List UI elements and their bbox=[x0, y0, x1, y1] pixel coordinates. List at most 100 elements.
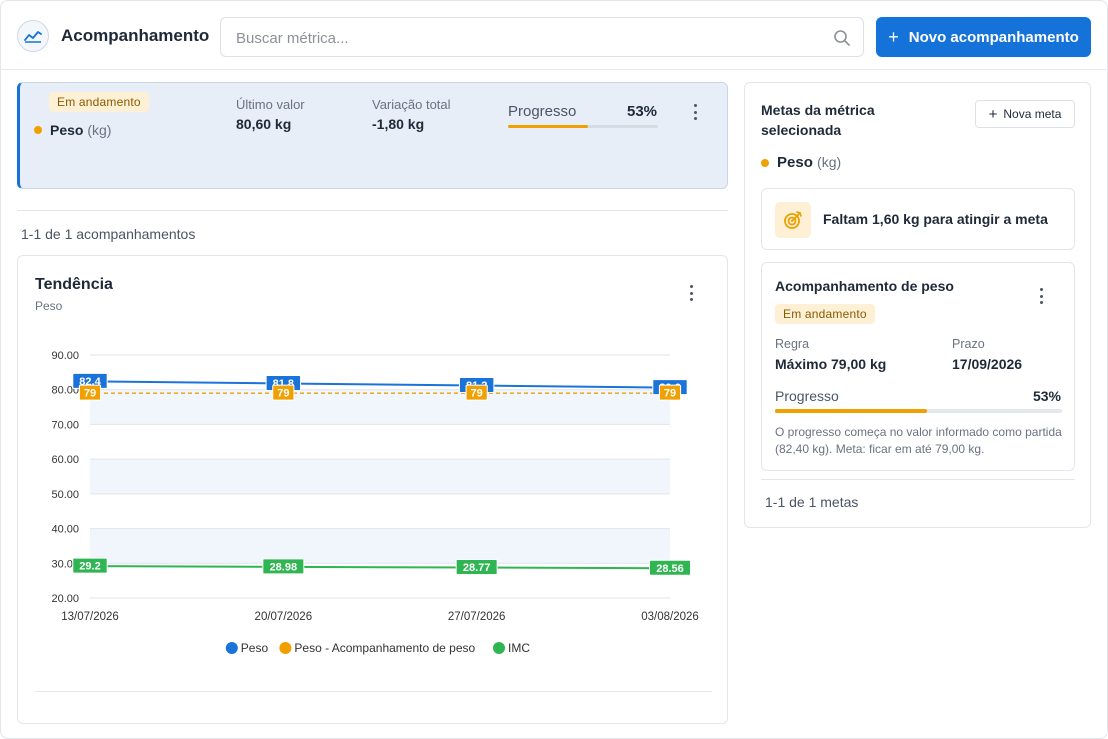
data-label: 28.56 bbox=[656, 563, 684, 575]
data-label-box bbox=[465, 384, 488, 401]
y-tick-label: 30.00 bbox=[51, 558, 79, 570]
progress-label: Progresso bbox=[775, 388, 839, 404]
data-label: 79 bbox=[84, 388, 96, 400]
new-tracking-label: Novo acompanhamento bbox=[908, 28, 1079, 46]
goal-alert: Faltam 1,60 kg para atingir a meta bbox=[761, 188, 1075, 250]
search-input[interactable] bbox=[236, 27, 816, 49]
goal-alert-text: Faltam 1,60 kg para atingir a meta bbox=[823, 211, 1048, 227]
legend-label: Peso bbox=[241, 641, 269, 655]
legend-marker bbox=[225, 642, 238, 654]
metric-name: Peso bbox=[777, 154, 813, 171]
y-tick-label: 80.00 bbox=[51, 385, 79, 397]
trend-subtitle: Peso bbox=[35, 299, 63, 313]
goal-note: O progresso começa no valor informado co… bbox=[775, 425, 1062, 456]
series-line bbox=[89, 565, 671, 570]
progress-bar bbox=[775, 409, 1062, 413]
rule-value: Máximo 79,00 kg bbox=[775, 356, 887, 372]
grid-band bbox=[90, 563, 670, 598]
grid-band bbox=[90, 493, 670, 529]
divider bbox=[761, 479, 1075, 480]
metric-name: Peso bbox=[50, 122, 84, 138]
data-label: 79 bbox=[664, 388, 676, 400]
data-label-box bbox=[272, 384, 295, 401]
tracking-metric: Peso (kg) bbox=[34, 122, 111, 138]
new-goal-button[interactable]: + Nova meta bbox=[975, 100, 1075, 128]
goals-panel: Metas da métrica selecionada + Nova meta… bbox=[744, 82, 1091, 528]
target-icon bbox=[775, 202, 811, 238]
variation-block: Variação total -1,80 kg bbox=[372, 97, 451, 132]
line-chart-icon bbox=[17, 20, 49, 52]
goals-title: Metas da métrica selecionada bbox=[761, 102, 875, 138]
data-label-box bbox=[72, 557, 108, 574]
page-title: Acompanhamento bbox=[61, 26, 210, 45]
data-label-box bbox=[649, 559, 691, 576]
goal-rule: Regra Máximo 79,00 kg bbox=[775, 337, 886, 372]
more-options-icon[interactable] bbox=[1038, 288, 1044, 304]
last-value: 80,60 kg bbox=[236, 116, 292, 132]
grid-band bbox=[90, 424, 670, 460]
header: Acompanhamento + Novo acompanhamento bbox=[0, 0, 1108, 70]
new-goal-label: Nova meta bbox=[1003, 107, 1062, 121]
x-tick-label: 03/08/2026 bbox=[641, 611, 699, 623]
goal-name: Acompanhamento de peso bbox=[775, 278, 954, 294]
status-badge: Em andamento bbox=[49, 92, 149, 112]
progress-percent: 53% bbox=[1032, 388, 1061, 404]
search-box[interactable] bbox=[220, 17, 864, 57]
goal-deadline: Prazo 17/09/2026 bbox=[952, 337, 1022, 372]
goals-metric: Peso (kg) bbox=[761, 154, 841, 171]
goal-card[interactable]: Acompanhamento de peso Em andamento Regr… bbox=[761, 262, 1075, 471]
divider bbox=[35, 691, 712, 692]
tracking-card[interactable]: Em andamento Peso (kg) Último valor 80,6… bbox=[17, 82, 728, 189]
y-tick-label: 90.00 bbox=[51, 350, 79, 362]
legend-marker bbox=[493, 642, 505, 654]
progress-bar bbox=[508, 125, 658, 128]
more-options-icon[interactable] bbox=[688, 285, 694, 301]
y-tick-label: 60.00 bbox=[51, 454, 79, 466]
status-badge: Em andamento bbox=[775, 304, 875, 324]
trend-title: Tendência bbox=[35, 276, 113, 293]
progress-percent: 53% bbox=[627, 103, 658, 120]
data-label-box bbox=[658, 384, 682, 401]
data-label: 28.98 bbox=[270, 561, 298, 573]
metric-dot-icon bbox=[34, 126, 42, 134]
x-tick-label: 27/07/2026 bbox=[448, 611, 506, 623]
progress-bar-fill bbox=[508, 125, 588, 128]
grid-band bbox=[90, 389, 670, 425]
plus-icon: + bbox=[988, 105, 998, 123]
data-label-box bbox=[78, 384, 102, 401]
y-tick-label: 40.00 bbox=[51, 524, 79, 536]
x-tick-label: 13/07/2026 bbox=[61, 611, 119, 623]
legend-label: Peso - Acompanhamento de peso bbox=[294, 641, 475, 655]
data-label-box bbox=[455, 559, 498, 576]
grid-band bbox=[90, 528, 670, 564]
data-label: 29.2 bbox=[79, 561, 100, 573]
search-icon[interactable] bbox=[833, 29, 851, 47]
trend-card: Tendência Peso 20.00 30.00 40.00 50.00 60.00… bbox=[17, 255, 728, 724]
data-label: 79 bbox=[471, 388, 483, 400]
series-line bbox=[89, 380, 671, 389]
data-label-box bbox=[262, 558, 305, 575]
new-tracking-button[interactable]: + Novo acompanhamento bbox=[876, 17, 1091, 57]
legend-label: IMC bbox=[508, 641, 530, 655]
more-options-icon[interactable] bbox=[692, 104, 698, 120]
x-tick-label: 20/07/2026 bbox=[255, 611, 313, 623]
deadline-value: 17/09/2026 bbox=[952, 356, 1023, 372]
y-tick-label: 70.00 bbox=[51, 419, 79, 431]
last-value-block: Último valor 80,60 kg bbox=[236, 97, 305, 132]
trend-chart: 20.00 30.00 40.00 50.00 60.00 70.00 80.00 90.00… bbox=[51, 350, 699, 655]
progress-bar-fill bbox=[775, 409, 928, 413]
rule-label: Regra bbox=[775, 337, 810, 351]
progress-label: Progresso bbox=[508, 103, 577, 120]
y-tick-label: 50.00 bbox=[51, 489, 79, 501]
data-label: 28.77 bbox=[463, 562, 491, 574]
variation-label: Variação total bbox=[372, 97, 451, 112]
variation-value: -1,80 kg bbox=[372, 116, 425, 132]
last-value-label: Último valor bbox=[236, 97, 305, 112]
plus-icon: + bbox=[888, 26, 899, 47]
tracking-count: 1-1 de 1 acompanhamentos bbox=[21, 226, 196, 242]
divider bbox=[17, 210, 728, 211]
data-label: 79 bbox=[277, 388, 289, 400]
deadline-label: Prazo bbox=[952, 337, 985, 351]
grid-band bbox=[90, 459, 670, 494]
metric-unit: (kg) bbox=[87, 122, 112, 138]
